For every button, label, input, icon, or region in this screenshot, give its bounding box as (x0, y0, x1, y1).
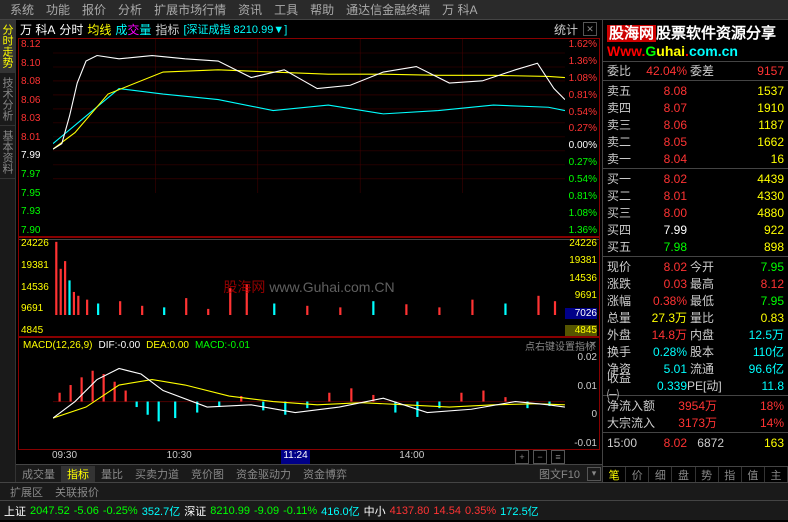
left-tab[interactable]: 技术分析 (0, 73, 15, 126)
macd-dif: DIF:-0.00 (98, 340, 140, 351)
right-tab[interactable]: 笔 (603, 467, 626, 482)
watermark: 股海网 www.Guhai.com.CN (223, 277, 394, 297)
menu-item[interactable]: 功能 (40, 1, 76, 18)
menu-item[interactable]: 报价 (76, 1, 112, 18)
mode-indicator[interactable]: 指标 (155, 21, 179, 38)
macd-label: MACD(12,26,9) (23, 340, 92, 351)
tick-row: 15:00 8.02 6872 163 (603, 434, 788, 451)
down-icon[interactable]: ▾ (587, 467, 601, 481)
plus-icon[interactable]: + (515, 450, 529, 464)
price-chart[interactable]: 8.128.108.088.068.038.017.997.977.957.93… (18, 38, 600, 237)
right-tabs: 笔价细盘势指值主 (603, 466, 788, 482)
macd-val: MACD:-0.01 (195, 340, 250, 351)
weibi-row: 委比 42.04% 委差 9157 (603, 62, 788, 79)
menu-item[interactable]: 工具 (268, 1, 304, 18)
f10-button[interactable]: 图文F10 (533, 466, 586, 482)
right-tab[interactable]: 指 (719, 467, 742, 482)
right-tab[interactable]: 势 (696, 467, 719, 482)
bottom-tab[interactable]: 竞价图 (185, 466, 230, 482)
menu-item[interactable]: 通达信金融终端 (340, 1, 436, 18)
quote-row: 现价8.02今开7.95 (603, 258, 788, 275)
volume-chart[interactable]: 24226193811453696914845 2422619381145369… (18, 237, 600, 337)
orderbook-row: 卖四8.071910 (603, 99, 788, 116)
quote-row: 总量27.3万量比0.83 (603, 309, 788, 326)
orderbook-row: 买二8.014330 (603, 187, 788, 204)
menu-item[interactable]: 分析 (112, 1, 148, 18)
bottom-tab[interactable]: 量比 (95, 466, 129, 482)
quote-row: 涨幅0.38%最低7.95 (603, 292, 788, 309)
right-tab[interactable]: 细 (649, 467, 672, 482)
quote-row: 收益㈠0.339PE[动]11.8 (603, 377, 788, 394)
chart-header: 万 科A 分时 均线 成交量 指标 [深证成指 8210.99▼] 统计 ✕ (16, 20, 602, 38)
menu-item[interactable]: 扩展市场行情 (148, 1, 232, 18)
ext-bar: 扩展区关联报价 (0, 482, 788, 500)
menu-item[interactable]: 系统 (4, 1, 40, 18)
bottom-tab[interactable]: 买卖力道 (129, 466, 185, 482)
flow-row: 净流入额3954万18% (603, 397, 788, 414)
current-time: 11:24 (281, 450, 309, 464)
quote-row: 涨跌0.03最高8.12 (603, 275, 788, 292)
chart-area: 万 科A 分时 均线 成交量 指标 [深证成指 8210.99▼] 统计 ✕ 8… (16, 20, 602, 482)
orderbook-row: 买三8.004880 (603, 204, 788, 221)
quote-row: 换手0.28%股本110亿 (603, 343, 788, 360)
left-tab[interactable]: 基本资料 (0, 126, 15, 179)
bottom-tab[interactable]: 资金博弈 (297, 466, 353, 482)
orderbook-row: 买五7.98898 (603, 238, 788, 255)
right-panel: 股海网股票软件资源分享 Www.Guhai.com.cn 委比 42.04% 委… (602, 20, 788, 482)
bottom-tabs: 成交量指标量比买卖力道竞价图资金驱动力资金博弈 图文F10▾ (16, 464, 602, 482)
logo-box: 股海网股票软件资源分享 Www.Guhai.com.cn (603, 20, 788, 62)
left-tab-strip: 分时走势技术分析基本资料 (0, 20, 16, 482)
macd-hint: 点右键设置指标 (525, 338, 595, 353)
macd-chart[interactable]: MACD(12,26,9) DIF:-0.00 DEA:0.00 MACD:-0… (18, 337, 600, 450)
orderbook-row: 卖二8.051662 (603, 133, 788, 150)
menu-item[interactable]: 万 科A (436, 1, 483, 18)
bottom-tab[interactable]: 资金驱动力 (230, 466, 297, 482)
bottom-tab[interactable]: 指标 (61, 466, 95, 482)
orderbook-row: 卖五8.081537 (603, 82, 788, 99)
right-tab[interactable]: 值 (742, 467, 765, 482)
list-icon[interactable]: ≡ (551, 450, 565, 464)
stats-button[interactable]: 统计 (554, 21, 578, 38)
index-tag[interactable]: [深证成指 8210.99▼] (183, 21, 287, 37)
quote-row: 外盘14.8万内盘12.5万 (603, 326, 788, 343)
time-axis: 09:30 10:30 11:24 14:00 + − ≡ (16, 450, 602, 464)
orderbook-row: 买一8.024439 (603, 170, 788, 187)
minus-icon[interactable]: − (533, 450, 547, 464)
ext-tab[interactable]: 关联报价 (49, 484, 105, 500)
orderbook-row: 买四7.99922 (603, 221, 788, 238)
status-bar: 上证2047.52-5.06-0.25%352.7亿深证8210.99-9.09… (0, 500, 788, 520)
right-tab[interactable]: 主 (765, 467, 788, 482)
menu-item[interactable]: 资讯 (232, 1, 268, 18)
ext-tab[interactable]: 扩展区 (4, 484, 49, 500)
orderbook-row: 卖三8.061187 (603, 116, 788, 133)
close-icon[interactable]: ✕ (583, 22, 597, 36)
close-icon[interactable]: ✕ (589, 340, 597, 351)
menu-bar: 系统功能报价分析扩展市场行情资讯工具帮助通达信金融终端万 科A (0, 0, 788, 20)
orderbook-row: 卖一8.0416 (603, 150, 788, 167)
flow-row: 大宗流入3173万14% (603, 414, 788, 431)
stock-name: 万 科A (20, 21, 55, 38)
left-tab[interactable]: 分时走势 (0, 20, 15, 73)
right-tab[interactable]: 价 (626, 467, 649, 482)
mode-intraday[interactable]: 分时 (59, 21, 83, 38)
mode-avg-line[interactable]: 均线 (87, 21, 111, 38)
macd-dea: DEA:0.00 (146, 340, 189, 351)
menu-item[interactable]: 帮助 (304, 1, 340, 18)
bottom-tab[interactable]: 成交量 (16, 466, 61, 482)
mode-volume[interactable]: 成交量 (115, 21, 151, 38)
right-tab[interactable]: 盘 (672, 467, 695, 482)
